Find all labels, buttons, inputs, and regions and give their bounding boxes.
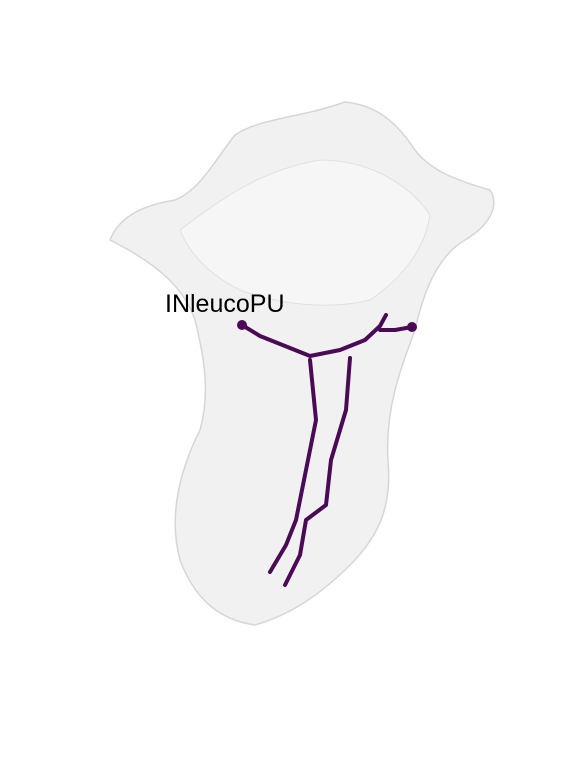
brain-mesh-inner bbox=[179, 159, 431, 306]
neuron-label: INleucoPU bbox=[165, 290, 285, 318]
neuron-branch bbox=[240, 313, 388, 358]
neuron-branch bbox=[268, 358, 318, 574]
neuron bbox=[237, 313, 417, 587]
soma bbox=[237, 320, 247, 330]
neuron-branch bbox=[283, 356, 352, 587]
soma bbox=[407, 322, 417, 332]
neuron-branch bbox=[378, 325, 414, 332]
